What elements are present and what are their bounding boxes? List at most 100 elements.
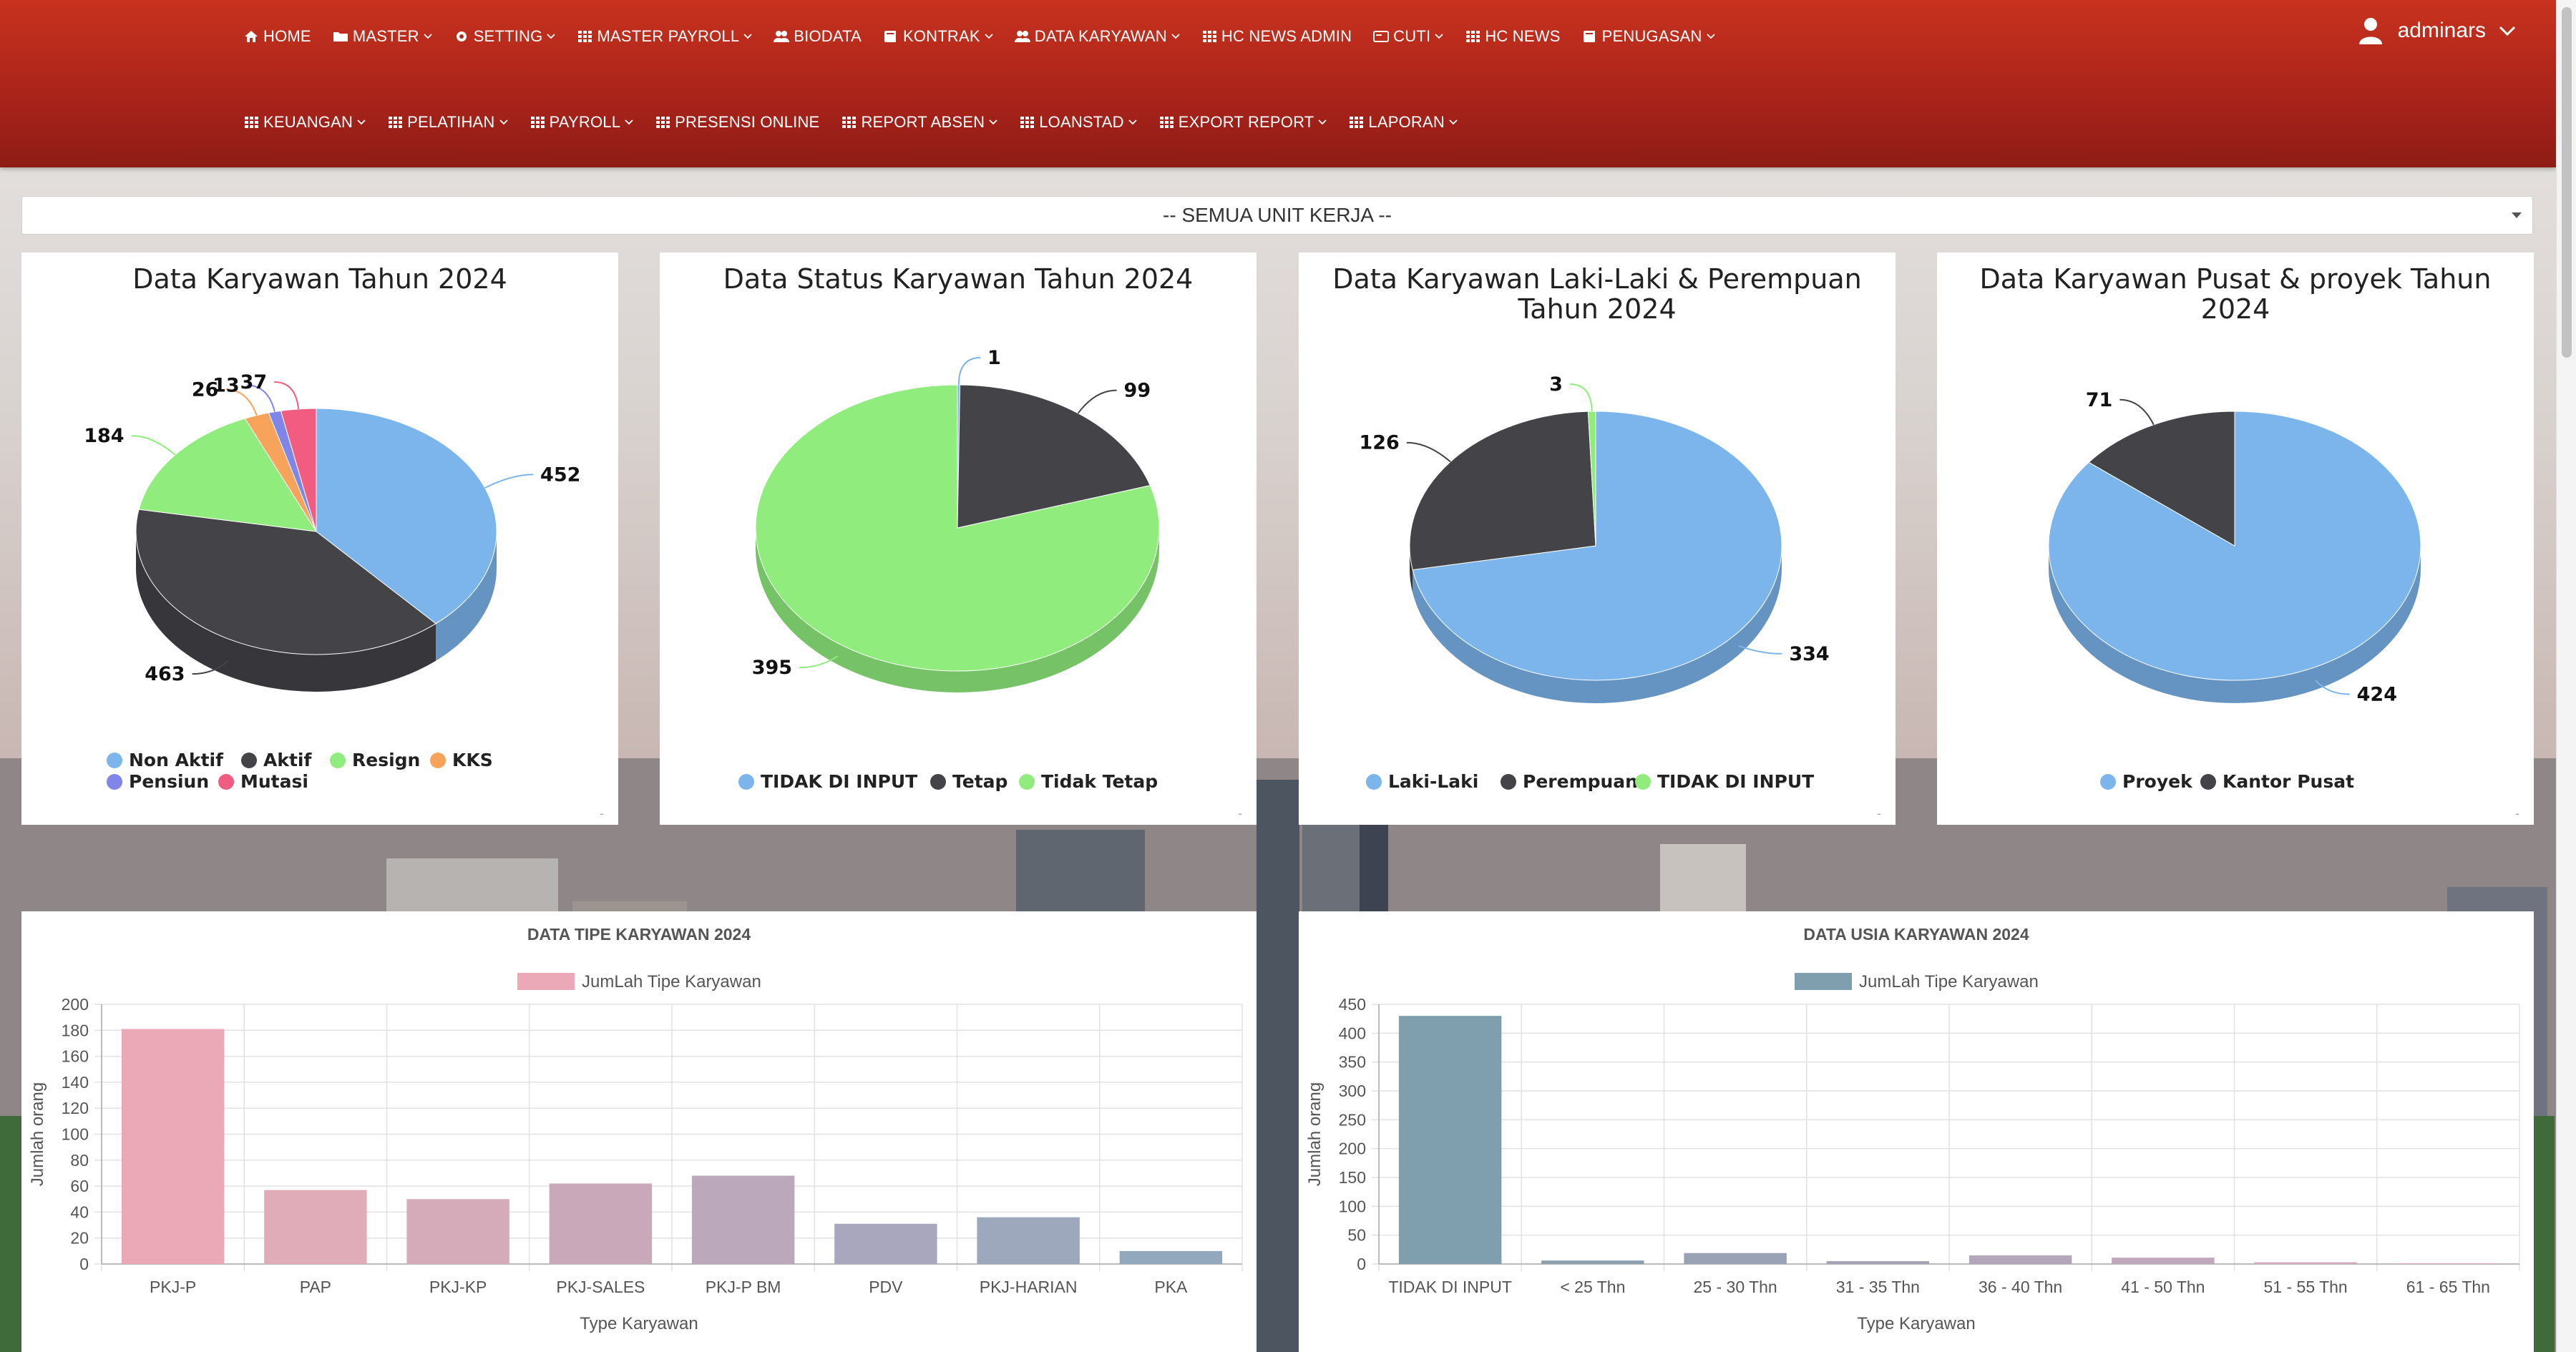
legend-item-pensiun[interactable]: Pensiun bbox=[107, 771, 209, 792]
legend-label: Pensiun bbox=[129, 771, 209, 792]
bar-panel-tipe-karyawan: DATA TIPE KARYAWAN 2024 JumLah Tipe Karya… bbox=[21, 911, 1257, 1352]
y-tick-label: 80 bbox=[70, 1151, 89, 1170]
pie-slice-perempuan[interactable] bbox=[1409, 411, 1596, 571]
unit-kerja-select[interactable]: -- SEMUA UNIT KERJA -- bbox=[21, 196, 2533, 235]
page-scrollbar[interactable] bbox=[2556, 0, 2576, 1352]
bar-25-thn[interactable] bbox=[1541, 1260, 1644, 1264]
bar-31-35-thn[interactable] bbox=[1826, 1260, 1930, 1264]
bar-36-40-thn[interactable] bbox=[1968, 1255, 2072, 1264]
bar-pkj-p[interactable] bbox=[121, 1029, 225, 1264]
chart-title: Data Karyawan Tahun 2024 bbox=[132, 263, 507, 295]
nav-item-pelatihan[interactable]: PELATIHAN bbox=[387, 113, 508, 132]
bar-pdv[interactable] bbox=[834, 1223, 937, 1264]
legend-swatch bbox=[1366, 774, 1382, 790]
chart-title: Data Status Karyawan Tahun 2024 bbox=[723, 263, 1194, 295]
nav-item-keuangan[interactable]: KEUANGAN bbox=[243, 113, 366, 132]
nav-item-setting[interactable]: SETTING bbox=[454, 27, 556, 46]
bar-41-50-thn[interactable] bbox=[2112, 1258, 2215, 1264]
chevron-down-icon bbox=[1128, 119, 1137, 125]
y-tick-label: 350 bbox=[1339, 1053, 1366, 1072]
legend-item-tetap[interactable]: Tetap bbox=[930, 771, 1008, 792]
book-icon bbox=[884, 31, 896, 42]
bar-51-55-thn[interactable] bbox=[2254, 1262, 2357, 1264]
nav-item-laporan[interactable]: LAPORAN bbox=[1348, 113, 1458, 132]
legend-item-resign[interactable]: Resign bbox=[330, 750, 420, 770]
bar-25-30-thn[interactable] bbox=[1684, 1253, 1787, 1264]
legend-item-mutasi[interactable]: Mutasi bbox=[218, 771, 308, 792]
bar-pkj-kp[interactable] bbox=[406, 1199, 509, 1264]
legend-item-non-aktif[interactable]: Non Aktif bbox=[107, 750, 224, 770]
scrollbar-thumb[interactable] bbox=[2562, 7, 2572, 358]
nav-item-kontrak[interactable]: KONTRAK bbox=[883, 27, 993, 46]
legend-item-kks[interactable]: KKS bbox=[430, 750, 493, 770]
legend-item[interactable]: JumLah Tipe Karyawan bbox=[1795, 972, 2039, 991]
top-navbar: HOME MASTER SETTING MASTER PAYROLL BIODATA KO… bbox=[0, 0, 2556, 167]
nav-item-label: SETTING bbox=[473, 27, 543, 45]
legend-item-perempuan[interactable]: Perempuan bbox=[1501, 771, 1638, 792]
legend-swatch bbox=[1501, 774, 1516, 790]
chevron-down-icon bbox=[499, 119, 508, 125]
legend-item-laki-laki[interactable]: Laki-Laki bbox=[1366, 771, 1478, 792]
grid-icon bbox=[245, 117, 258, 128]
nav-item-home[interactable]: HOME bbox=[243, 27, 311, 46]
nav-item-export-report[interactable]: EXPORT REPORT bbox=[1158, 113, 1327, 132]
bar-tidak-di-input[interactable] bbox=[1398, 1016, 1502, 1264]
pie-slice-laki-laki[interactable] bbox=[1412, 411, 1782, 681]
bar-pkj-p-bm[interactable] bbox=[691, 1175, 795, 1264]
legend-label: TIDAK DI INPUT bbox=[1657, 771, 1814, 792]
nav-item-penugasan[interactable]: PENUGASAN bbox=[1582, 27, 1715, 46]
pie-label-connector bbox=[2119, 398, 2155, 426]
nav-item-biodata[interactable]: BIODATA bbox=[774, 27, 862, 46]
bar-pkj-harian[interactable] bbox=[977, 1217, 1080, 1264]
pie-slice-tidak-di-input[interactable] bbox=[1587, 411, 1596, 547]
legend-item-proyek[interactable]: Proyek bbox=[2100, 771, 2193, 792]
bar-61-65-thn[interactable] bbox=[2396, 1263, 2500, 1264]
y-tick-label: 0 bbox=[1357, 1255, 1366, 1273]
nav-item-label: MASTER bbox=[352, 27, 419, 45]
legend-item-aktif[interactable]: Aktif bbox=[241, 750, 312, 770]
bar-pka[interactable] bbox=[1119, 1250, 1223, 1264]
nav-item-label: KEUANGAN bbox=[263, 113, 353, 131]
pie-slice-resign[interactable] bbox=[138, 418, 317, 532]
chart-title: Tahun 2024 bbox=[1517, 293, 1676, 325]
bar-pkj-sales[interactable] bbox=[549, 1183, 653, 1264]
nav-item-label: DATA KARYAWAN bbox=[1034, 27, 1167, 45]
nav-item-payroll[interactable]: PAYROLL bbox=[530, 113, 634, 132]
nav-item-master[interactable]: MASTER bbox=[333, 27, 432, 46]
nav-item-loanstad[interactable]: LOANSTAD bbox=[1019, 113, 1137, 132]
legend-item-tidak-di-input[interactable]: TIDAK DI INPUT bbox=[1635, 771, 1814, 792]
pie-label-connector bbox=[2315, 680, 2350, 695]
legend-label: TIDAK DI INPUT bbox=[761, 771, 917, 792]
pie-slice-mutasi[interactable] bbox=[280, 408, 317, 532]
legend-item-tidak-di-input[interactable]: TIDAK DI INPUT bbox=[738, 771, 917, 792]
nav-item-hc-news[interactable]: HC NEWS bbox=[1465, 27, 1560, 46]
nav-item-master-payroll[interactable]: MASTER PAYROLL bbox=[577, 27, 752, 46]
nav-item-data-karyawan[interactable]: DATA KARYAWAN bbox=[1014, 27, 1180, 46]
chevron-down-icon bbox=[1435, 34, 1443, 39]
legend-item-kantor-pusat[interactable]: Kantor Pusat bbox=[2200, 771, 2354, 792]
x-tick-label: PAP bbox=[300, 1278, 331, 1296]
nav-item-label: PELATIHAN bbox=[407, 113, 495, 131]
pie-panel-gender: Data Karyawan Laki-Laki & Perempuan Tahun… bbox=[1299, 253, 1896, 825]
legend-item[interactable]: JumLah Tipe Karyawan bbox=[517, 972, 761, 991]
legend-item-tidak-tetap[interactable]: Tidak Tetap bbox=[1019, 771, 1158, 792]
pie-slice-aktif[interactable] bbox=[135, 509, 436, 655]
nav-item-hc-news-admin[interactable]: HC NEWS ADMIN bbox=[1201, 27, 1352, 46]
legend-label: KKS bbox=[452, 750, 493, 770]
legend-swatch bbox=[107, 753, 122, 768]
x-tick-label: PKJ-P BM bbox=[706, 1278, 781, 1296]
y-tick-label: 150 bbox=[1339, 1168, 1366, 1187]
book-icon bbox=[1583, 31, 1595, 42]
pie-slice-side bbox=[2049, 546, 2421, 703]
card-icon bbox=[1373, 31, 1390, 42]
pie-slice-non-aktif[interactable] bbox=[316, 408, 497, 624]
pie-slice-tidak-tetap[interactable] bbox=[755, 384, 1160, 672]
user-menu[interactable]: adminars bbox=[2358, 17, 2516, 44]
pie-slice-tetap[interactable] bbox=[957, 384, 1151, 529]
bar-pap[interactable] bbox=[264, 1190, 367, 1264]
nav-item-label: PRESENSI ONLINE bbox=[675, 113, 820, 131]
nav-item-cuti[interactable]: CUTI bbox=[1373, 27, 1443, 46]
legend-label: Tidak Tetap bbox=[1041, 771, 1158, 792]
nav-item-presensi-online[interactable]: PRESENSI ONLINE bbox=[655, 113, 819, 132]
nav-item-report-absen[interactable]: REPORT ABSEN bbox=[841, 113, 997, 132]
